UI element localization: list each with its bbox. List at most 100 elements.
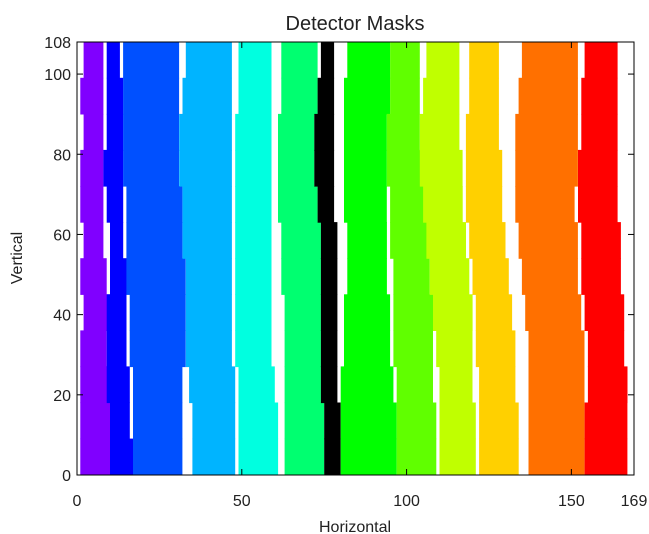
mask-band-10-segment-10 bbox=[469, 77, 499, 115]
mask-band-5-segment-5 bbox=[281, 258, 321, 295]
mask-band-1-segment-1 bbox=[110, 402, 130, 440]
mask-band-12-segment-7 bbox=[578, 186, 618, 223]
mask-band-0-segment-6 bbox=[83, 222, 104, 259]
mask-band-1-segment-2 bbox=[106, 366, 130, 404]
mask-band-9-segment-8 bbox=[419, 149, 463, 187]
mask-band-7-segment-8 bbox=[344, 149, 387, 187]
mask-band-10-segment-1 bbox=[479, 402, 519, 440]
mask-band-6-segment-7 bbox=[317, 186, 335, 223]
mask-band-8-segment-5 bbox=[393, 258, 430, 295]
mask-band-8-segment-0 bbox=[396, 438, 437, 476]
mask-band-0-segment-7 bbox=[80, 186, 104, 223]
mask-band-1-segment-10 bbox=[106, 77, 124, 115]
mask-band-2-segment-0 bbox=[133, 438, 183, 476]
mask-band-4-segment-5 bbox=[235, 258, 272, 295]
y-axis: 0 20 40 60 80 100 108 bbox=[44, 35, 634, 485]
mask-band-7-segment-3 bbox=[344, 330, 391, 368]
y-tick-label: 60 bbox=[53, 227, 71, 244]
y-tick-label: 108 bbox=[44, 35, 71, 52]
mask-band-2-segment-6 bbox=[126, 222, 183, 259]
mask-band-5-segment-6 bbox=[281, 222, 321, 259]
mask-band-8-segment-8 bbox=[386, 149, 424, 187]
mask-band-7-segment-5 bbox=[347, 258, 387, 295]
mask-band-12-segment-8 bbox=[578, 149, 618, 187]
mask-band-9-segment-2 bbox=[439, 366, 473, 404]
mask-band-6-segment-10 bbox=[317, 77, 335, 115]
mask-band-0-segment-9 bbox=[83, 113, 104, 151]
mask-band-3-segment-11 bbox=[185, 41, 232, 79]
mask-band-9-segment-1 bbox=[439, 402, 476, 440]
y-tick-label: 0 bbox=[62, 468, 71, 485]
mask-band-5-segment-2 bbox=[284, 366, 321, 404]
mask-band-5-segment-7 bbox=[278, 186, 318, 223]
chart-title: Detector Masks bbox=[286, 13, 425, 35]
mask-band-5-segment-0 bbox=[284, 438, 325, 476]
mask-band-12-segment-5 bbox=[581, 258, 621, 295]
mask-band-5-segment-1 bbox=[284, 402, 325, 440]
mask-band-7-segment-1 bbox=[340, 402, 397, 440]
mask-band-0-segment-10 bbox=[80, 77, 104, 115]
mask-band-10-segment-3 bbox=[475, 330, 516, 368]
mask-band-10-segment-5 bbox=[472, 258, 509, 295]
mask-band-7-segment-7 bbox=[344, 186, 387, 223]
mask-band-11-segment-10 bbox=[518, 77, 578, 115]
mask-band-3-segment-9 bbox=[179, 113, 232, 151]
mask-band-8-segment-11 bbox=[390, 41, 420, 79]
mask-band-4-segment-6 bbox=[235, 222, 272, 259]
mask-band-7-segment-9 bbox=[344, 113, 387, 151]
mask-band-2-segment-7 bbox=[126, 186, 183, 223]
mask-band-11-segment-4 bbox=[525, 294, 582, 331]
mask-band-0-segment-2 bbox=[80, 366, 110, 404]
mask-band-2-segment-2 bbox=[133, 366, 183, 404]
mask-band-1-segment-0 bbox=[110, 438, 134, 476]
mask-band-7-segment-10 bbox=[344, 77, 391, 115]
mask-band-1-segment-3 bbox=[106, 330, 127, 368]
mask-band-12-segment-1 bbox=[584, 402, 628, 440]
mask-band-4-segment-3 bbox=[235, 330, 272, 368]
mask-band-12-segment-3 bbox=[587, 330, 625, 368]
mask-band-11-segment-8 bbox=[515, 149, 578, 187]
mask-band-6-segment-5 bbox=[320, 258, 338, 295]
mask-band-7-segment-4 bbox=[344, 294, 391, 331]
mask-band-10-segment-2 bbox=[479, 366, 516, 404]
mask-band-1-segment-11 bbox=[106, 41, 120, 79]
mask-band-10-segment-0 bbox=[479, 438, 519, 476]
mask-band-12-segment-4 bbox=[584, 294, 625, 331]
mask-band-6-segment-11 bbox=[320, 41, 335, 79]
mask-band-6-segment-1 bbox=[324, 402, 341, 440]
mask-band-8-segment-9 bbox=[386, 113, 420, 151]
mask-band-6-segment-3 bbox=[320, 330, 338, 368]
mask-band-9-segment-4 bbox=[433, 294, 473, 331]
y-tick-label: 40 bbox=[53, 308, 71, 325]
mask-band-3-segment-8 bbox=[179, 149, 232, 187]
mask-band-1-segment-7 bbox=[106, 186, 124, 223]
mask-band-8-segment-2 bbox=[396, 366, 433, 404]
mask-band-11-segment-5 bbox=[521, 258, 578, 295]
mask-band-10-segment-9 bbox=[465, 113, 499, 151]
mask-band-4-segment-2 bbox=[238, 366, 275, 404]
mask-band-5-segment-10 bbox=[281, 77, 318, 115]
mask-band-10-segment-11 bbox=[469, 41, 499, 79]
mask-band-1-segment-6 bbox=[110, 222, 124, 259]
mask-band-0-segment-8 bbox=[80, 149, 104, 187]
mask-band-8-segment-4 bbox=[393, 294, 433, 331]
y-tick-label: 100 bbox=[44, 67, 71, 84]
mask-band-11-segment-7 bbox=[515, 186, 575, 223]
mask-band-9-segment-11 bbox=[426, 41, 460, 79]
mask-band-4-segment-8 bbox=[235, 149, 272, 187]
mask-band-12-segment-2 bbox=[587, 366, 628, 404]
mask-band-12-segment-6 bbox=[581, 222, 621, 259]
plot-frame bbox=[76, 41, 635, 476]
mask-band-3-segment-1 bbox=[192, 402, 236, 440]
mask-band-6-segment-8 bbox=[314, 149, 335, 187]
mask-band-8-segment-1 bbox=[396, 402, 437, 440]
y-axis-label: Vertical bbox=[9, 232, 26, 284]
mask-band-1-segment-5 bbox=[110, 258, 127, 295]
mask-band-2-segment-9 bbox=[123, 113, 180, 151]
mask-band-2-segment-11 bbox=[123, 41, 180, 79]
x-axis: 0 50 100 150 169 bbox=[73, 42, 647, 510]
y-tick-label: 80 bbox=[53, 147, 71, 164]
mask-band-8-segment-3 bbox=[393, 330, 433, 368]
mask-band-7-segment-6 bbox=[347, 222, 387, 259]
